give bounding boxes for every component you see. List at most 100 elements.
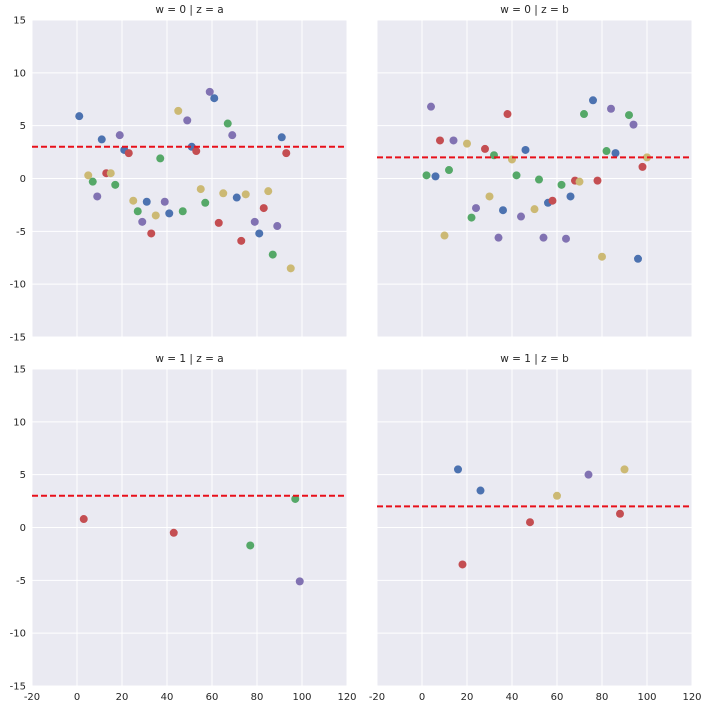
y-tick-label: 5 (20, 470, 26, 481)
data-point (196, 185, 205, 194)
data-point (557, 180, 566, 189)
y-tick-label: 0 (20, 174, 26, 185)
data-point (539, 233, 548, 242)
data-point (133, 207, 142, 216)
facet-panel: -20 0 20 40 60 80 100 120 -15 -10 -5 0 5 10 15 w = 1 | … (10, 353, 357, 703)
facet-panel: -15 -10 -5 0 5 10 15 w = 0 | z = a (10, 4, 348, 344)
data-point (467, 213, 476, 222)
data-point (169, 528, 178, 537)
data-point (165, 209, 174, 218)
x-tick-label: 120 (337, 692, 356, 703)
data-point (607, 104, 615, 113)
facet-panel: -20 0 20 40 60 80 100 120 w = 1 | z = b (369, 353, 702, 703)
data-point (124, 149, 133, 158)
data-point (79, 515, 88, 524)
data-point (485, 192, 494, 201)
data-point (201, 198, 210, 207)
data-point (562, 234, 570, 243)
data-point (237, 236, 246, 245)
data-point (277, 133, 286, 142)
y-tick-label: -5 (16, 576, 26, 587)
data-point (286, 264, 295, 273)
data-point (84, 171, 93, 180)
data-point (616, 509, 624, 518)
data-point (589, 96, 597, 105)
data-point (142, 197, 151, 206)
panel-title: w = 0 | z = a (155, 4, 223, 16)
data-point (512, 171, 521, 180)
data-point (228, 131, 237, 140)
data-point (111, 180, 120, 189)
data-point (575, 177, 584, 186)
data-point (548, 196, 557, 205)
data-point (580, 110, 588, 119)
data-point (115, 131, 124, 140)
data-point (445, 166, 453, 175)
data-point (273, 222, 282, 231)
data-point (440, 231, 449, 240)
panel-title: w = 0 | z = b (500, 4, 569, 16)
data-point (638, 162, 647, 171)
x-tick-label: 80 (251, 692, 264, 703)
data-point (517, 212, 525, 221)
y-tick-label: -10 (10, 280, 26, 291)
data-point (463, 139, 471, 148)
x-tick-label: 0 (74, 692, 80, 703)
data-point (521, 145, 530, 154)
y-tick-label: 15 (13, 16, 26, 27)
data-point (205, 87, 214, 96)
x-tick-label: 100 (637, 692, 656, 703)
data-point (427, 102, 435, 111)
data-point (106, 169, 115, 178)
data-point (481, 144, 489, 153)
data-point (223, 119, 232, 128)
data-point (449, 136, 458, 145)
data-point (88, 177, 97, 186)
data-point (259, 204, 268, 213)
data-point (282, 149, 291, 158)
y-tick-label: 5 (20, 121, 26, 132)
data-point (151, 211, 160, 220)
data-point (553, 491, 561, 500)
data-point (295, 577, 304, 586)
x-tick-label: 120 (682, 692, 701, 703)
x-tick-label: -20 (369, 692, 385, 703)
data-point (129, 196, 138, 205)
data-point (268, 250, 277, 259)
data-point (178, 207, 187, 216)
data-point (472, 204, 480, 213)
data-point (255, 229, 264, 238)
data-point (192, 147, 201, 156)
data-point (291, 494, 300, 503)
data-point (138, 217, 147, 226)
data-point (566, 192, 575, 201)
data-point (526, 518, 534, 527)
panel-title: w = 1 | z = a (155, 353, 223, 365)
data-point (476, 486, 485, 495)
data-point (584, 470, 593, 479)
y-tick-label: 15 (13, 365, 26, 376)
data-point (174, 106, 183, 115)
data-point (593, 176, 602, 185)
data-point (454, 465, 462, 474)
x-tick-label: 80 (596, 692, 609, 703)
data-point (246, 541, 255, 550)
data-point (422, 171, 431, 180)
data-point (241, 190, 250, 199)
data-point (629, 120, 638, 129)
y-tick-label: -15 (10, 682, 26, 693)
y-tick-label: -10 (10, 629, 26, 640)
data-point (602, 147, 611, 156)
data-point (530, 205, 539, 214)
data-point (458, 560, 467, 569)
facet-panel: w = 0 | z = b (376, 4, 693, 338)
data-point (183, 116, 192, 125)
data-point (634, 254, 642, 263)
data-point (611, 149, 620, 158)
y-tick-label: -5 (16, 227, 26, 238)
data-point (232, 193, 241, 202)
y-tick-label: 10 (13, 68, 26, 79)
data-point (147, 229, 156, 238)
x-tick-label: 20 (116, 692, 129, 703)
